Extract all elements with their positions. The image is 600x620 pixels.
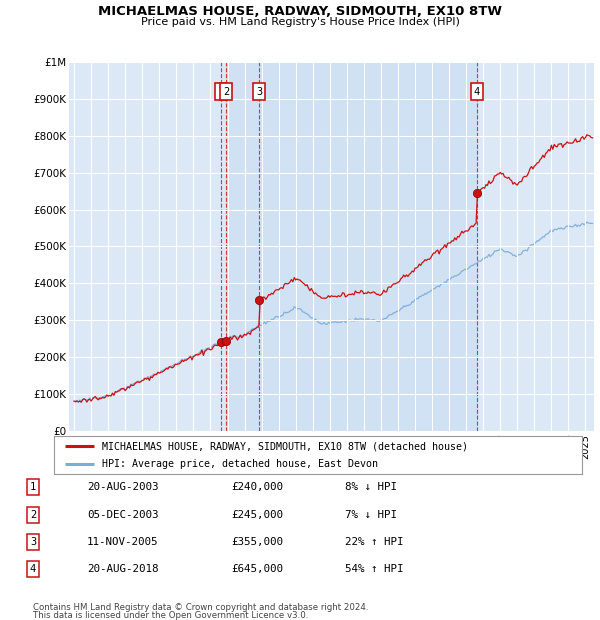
- Text: 22% ↑ HPI: 22% ↑ HPI: [345, 537, 404, 547]
- Text: 7% ↓ HPI: 7% ↓ HPI: [345, 510, 397, 520]
- Text: £240,000: £240,000: [231, 482, 283, 492]
- Text: Contains HM Land Registry data © Crown copyright and database right 2024.: Contains HM Land Registry data © Crown c…: [33, 603, 368, 612]
- Text: 1: 1: [30, 482, 36, 492]
- Text: 11-NOV-2005: 11-NOV-2005: [87, 537, 158, 547]
- Text: 3: 3: [30, 537, 36, 547]
- Text: 05-DEC-2003: 05-DEC-2003: [87, 510, 158, 520]
- Text: 20-AUG-2018: 20-AUG-2018: [87, 564, 158, 574]
- Bar: [226, 62, 477, 431]
- Text: 4: 4: [474, 87, 480, 97]
- Text: This data is licensed under the Open Government Licence v3.0.: This data is licensed under the Open Gov…: [33, 611, 308, 620]
- Text: 1: 1: [218, 87, 224, 97]
- Text: MICHAELMAS HOUSE, RADWAY, SIDMOUTH, EX10 8TW: MICHAELMAS HOUSE, RADWAY, SIDMOUTH, EX10…: [98, 5, 502, 18]
- Text: £245,000: £245,000: [231, 510, 283, 520]
- Text: 20-AUG-2003: 20-AUG-2003: [87, 482, 158, 492]
- Text: 8% ↓ HPI: 8% ↓ HPI: [345, 482, 397, 492]
- Text: 4: 4: [30, 564, 36, 574]
- Text: £645,000: £645,000: [231, 564, 283, 574]
- Text: 3: 3: [256, 87, 262, 97]
- Text: 2: 2: [30, 510, 36, 520]
- Text: £355,000: £355,000: [231, 537, 283, 547]
- Text: HPI: Average price, detached house, East Devon: HPI: Average price, detached house, East…: [101, 459, 377, 469]
- Text: Price paid vs. HM Land Registry's House Price Index (HPI): Price paid vs. HM Land Registry's House …: [140, 17, 460, 27]
- Text: 2: 2: [223, 87, 229, 97]
- Text: MICHAELMAS HOUSE, RADWAY, SIDMOUTH, EX10 8TW (detached house): MICHAELMAS HOUSE, RADWAY, SIDMOUTH, EX10…: [101, 441, 467, 451]
- Text: 54% ↑ HPI: 54% ↑ HPI: [345, 564, 404, 574]
